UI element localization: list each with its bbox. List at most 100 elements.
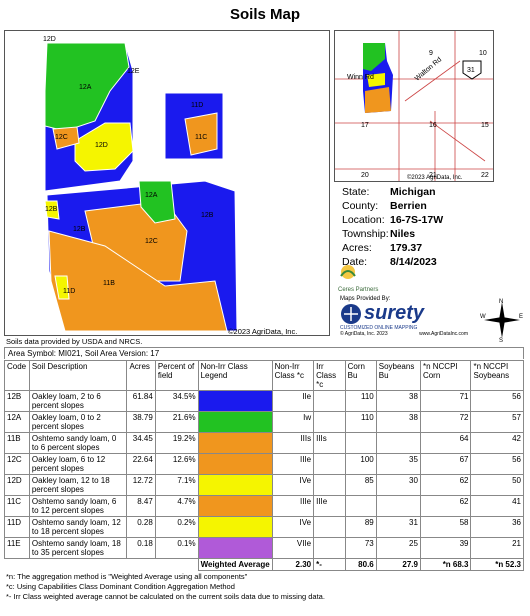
map-label: 11C: [195, 134, 207, 141]
cell-pct: 0.1%: [154, 537, 199, 559]
legend-swatch: [198, 433, 272, 453]
location-map[interactable]: 9 10 Walton Rd Winn Rd 17 16 15 20 21 22…: [334, 30, 494, 182]
map-label: 12E: [127, 68, 140, 75]
cell-soy: 30: [375, 474, 421, 496]
cell-pct: 0.2%: [154, 516, 199, 538]
cell-code: 11B: [4, 432, 30, 454]
legend-swatch: [198, 412, 272, 432]
cell-acres: 0.28: [126, 516, 156, 538]
cell-soy: 25: [375, 537, 421, 559]
cell-ns: 56: [470, 453, 524, 475]
loc-copyright: ©2023 AgriData, Inc.: [407, 174, 463, 181]
svg-text:31: 31: [467, 67, 475, 74]
cell-pct: 12.6%: [154, 453, 199, 475]
map-copyright: ©2023 AgriData, Inc.: [228, 327, 298, 336]
cell-irr: IIIe: [313, 495, 346, 517]
cell-corn: [344, 495, 377, 517]
map-label: 12D: [43, 36, 56, 43]
loc-label: 10: [479, 50, 487, 57]
cell-desc: Oshtemo sandy loam, 0 to 6 percent slope…: [28, 432, 128, 454]
cell-color: [197, 495, 273, 517]
cell-desc: Oshtemo sandy loam, 18 to 35 percent slo…: [28, 537, 128, 559]
cell-nonirr: IVe: [271, 474, 315, 496]
cell-irr: [313, 537, 346, 559]
loc-label: 16: [429, 122, 437, 129]
cell-soy: [375, 432, 421, 454]
cell-nonirr: Iw: [271, 411, 315, 433]
cell-color: [197, 432, 273, 454]
loc-label: 9: [429, 50, 433, 57]
svg-text:W: W: [480, 314, 486, 320]
table-row: 11D Oshtemo sandy loam, 12 to 18 percent …: [4, 516, 524, 538]
cell-desc: Oshtemo sandy loam, 6 to 12 percent slop…: [28, 495, 128, 517]
ceres-logo: Ceres Partners: [338, 262, 398, 293]
map-label: 12B: [73, 226, 86, 233]
location-parcel-orange: [365, 87, 391, 113]
cell-nc: 72: [419, 411, 472, 433]
cell-pct: 4.7%: [154, 495, 199, 517]
cell-nonirr: IIIs: [271, 432, 315, 454]
cell-nc: 64: [419, 432, 472, 454]
cell-soy: 38: [375, 390, 421, 412]
soils-map[interactable]: 12D 12E 12A 11D 11C 12C 12D 12A 12B 12B …: [4, 30, 330, 336]
cell-code: 11E: [4, 537, 30, 559]
svg-text:N: N: [499, 299, 503, 305]
table-row: 12A Oakley loam, 0 to 2 percent slopes 38.…: [4, 411, 524, 433]
map-region-12D-north: [74, 122, 134, 172]
cell-desc: Oakley loam, 12 to 18 percent slopes: [28, 474, 128, 496]
cell-nc: 58: [419, 516, 472, 538]
legend-swatch: [198, 391, 272, 411]
page-title: Soils Map: [229, 6, 300, 23]
cell-soy: [375, 495, 421, 517]
cell-code: 12B: [4, 390, 30, 412]
legend-swatch: [198, 538, 272, 558]
cell-desc: Oakley loam, 0 to 2 percent slopes: [28, 411, 128, 433]
cell-pct: 19.2%: [154, 432, 199, 454]
cell-nc: 39: [419, 537, 472, 559]
highway-shield-icon: 31: [462, 60, 482, 80]
cell-nc: 62: [419, 474, 472, 496]
weighted-label: Weighted Average: [197, 558, 273, 571]
weighted-average-row: Weighted Average 2.30 *- 80.6 27.9 *n 68.3 *n …: [5, 558, 524, 571]
cell-acres: 0.18: [126, 537, 156, 559]
table-header: Code Soil Description Acres Percent of f…: [4, 360, 524, 391]
cell-acres: 12.72: [126, 474, 156, 496]
legend-swatch: [198, 517, 272, 537]
cell-corn: 73: [344, 537, 377, 559]
cell-ns: 56: [470, 390, 524, 412]
table-row: 11C Oshtemo sandy loam, 6 to 12 percent s…: [4, 495, 524, 517]
cell-color: [197, 453, 273, 475]
cell-corn: 110: [344, 390, 377, 412]
cell-pct: 21.6%: [154, 411, 199, 433]
map-region-12D-south: [44, 200, 60, 220]
loc-label: Walton Rd: [414, 56, 443, 82]
cell-code: 12C: [4, 453, 30, 475]
cell-acres: 34.45: [126, 432, 156, 454]
cell-nonirr: IIe: [271, 390, 315, 412]
table-row: 12B Oakley loam, 2 to 6 percent slopes 61.…: [4, 390, 524, 412]
data-source: Soils data provided by USDA and NRCS.: [6, 337, 143, 346]
cell-irr: [313, 390, 346, 412]
map-region-11B-south: [48, 230, 228, 332]
loc-label: 15: [481, 122, 489, 129]
cell-nonirr: IIIe: [271, 453, 315, 475]
map-label: 11D: [63, 288, 75, 295]
loc-label: 20: [361, 172, 369, 179]
loc-label: 21: [429, 172, 437, 179]
cell-color: [197, 537, 273, 559]
footnote: *n: The aggregation method is "Weighted …: [6, 572, 248, 581]
legend-swatch: [198, 496, 272, 516]
map-label: 11B: [103, 280, 115, 287]
map-region-12A-north: [44, 42, 130, 132]
footnote: *c: Using Capabilities Class Dominant Co…: [6, 582, 235, 591]
area-symbol: Area Symbol: MI021, Soil Area Version: 1…: [4, 347, 524, 359]
cell-ns: 41: [470, 495, 524, 517]
cell-pct: 7.1%: [154, 474, 199, 496]
location-parcel-yellow: [367, 73, 385, 87]
cell-irr: IIIs: [313, 432, 346, 454]
loc-label: 22: [481, 172, 489, 179]
map-label: 12C: [55, 134, 68, 141]
cell-ns: 42: [470, 432, 524, 454]
cell-desc: Oakley loam, 6 to 12 percent slopes: [28, 453, 128, 475]
map-label: 12D: [95, 142, 108, 149]
